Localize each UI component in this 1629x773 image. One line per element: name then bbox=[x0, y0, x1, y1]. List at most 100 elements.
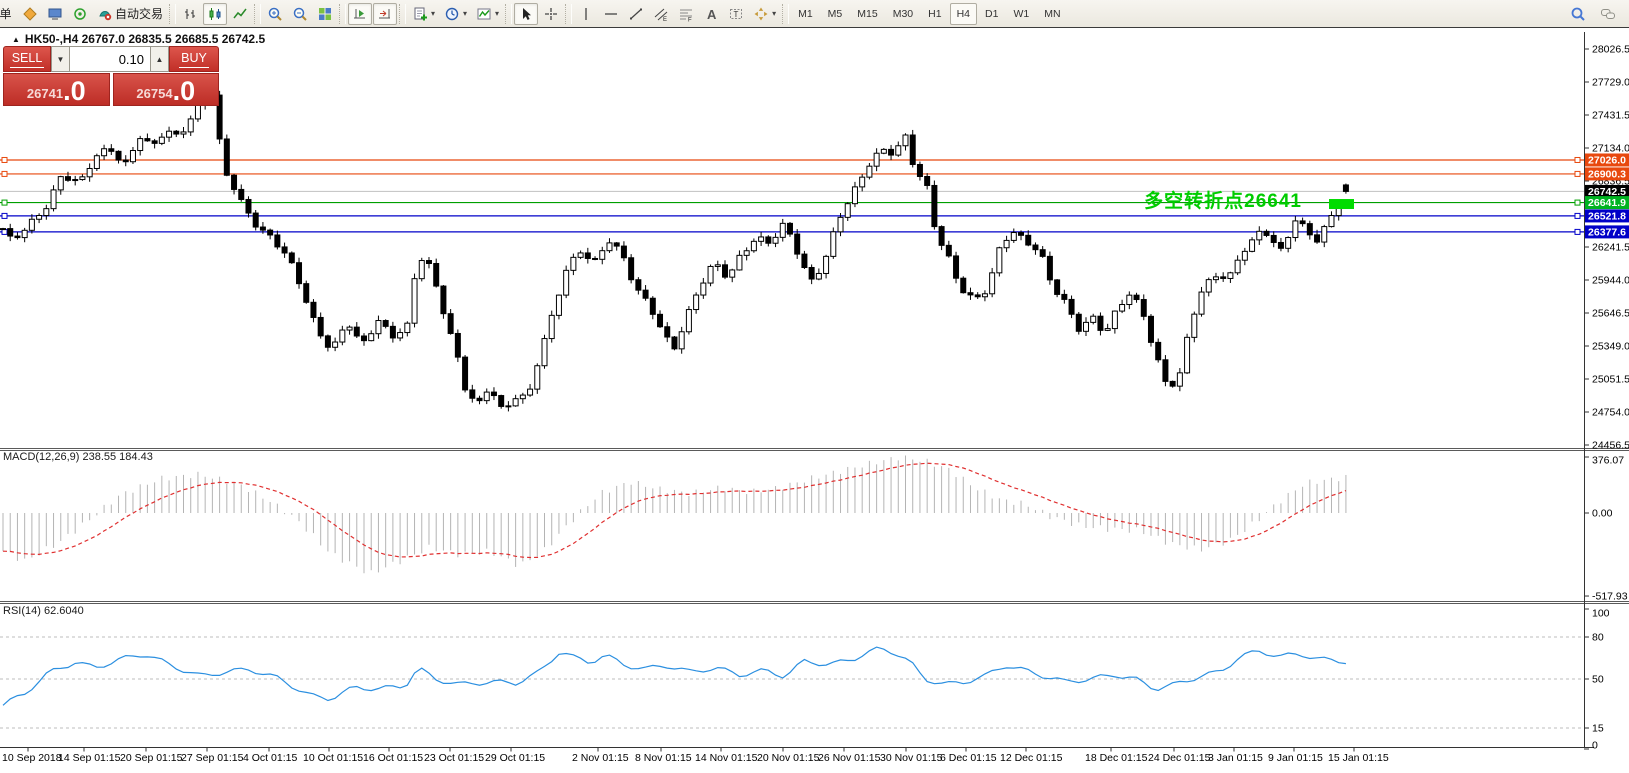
svg-text:E: E bbox=[663, 17, 667, 22]
terminal-button[interactable] bbox=[43, 3, 67, 25]
new-chart-button[interactable]: ▾ bbox=[408, 3, 439, 25]
chevron-down-icon[interactable]: ▾ bbox=[495, 9, 500, 18]
timeframe-m30-button[interactable]: M30 bbox=[892, 7, 914, 20]
search-button[interactable] bbox=[1566, 3, 1590, 25]
timeframe-m15-button[interactable]: M15 bbox=[857, 7, 878, 20]
price-level-label bbox=[1585, 196, 1629, 210]
auto-scroll-icon bbox=[354, 8, 366, 18]
vertical-line-button[interactable] bbox=[574, 3, 598, 25]
buy-button[interactable]: BUY bbox=[169, 46, 219, 72]
line-handle bbox=[1, 199, 8, 206]
svg-text:23 Oct 01:15: 23 Oct 01:15 bbox=[424, 752, 484, 764]
candle-chart-button[interactable] bbox=[203, 2, 228, 25]
line-chart-icon bbox=[233, 8, 247, 18]
chart-shift-icon bbox=[379, 8, 391, 18]
svg-text:28026.5: 28026.5 bbox=[1592, 44, 1629, 56]
line-handle bbox=[1574, 212, 1581, 219]
timeframe-m1-button[interactable]: M1 bbox=[798, 7, 813, 20]
bar-chart-button[interactable] bbox=[178, 3, 202, 25]
svg-text:4 Oct 01:15: 4 Oct 01:15 bbox=[243, 752, 297, 764]
toolbar-group: E F A T ▾ bbox=[574, 3, 780, 25]
chart-shift-button[interactable] bbox=[373, 2, 398, 25]
panel-separators[interactable] bbox=[0, 448, 1629, 604]
timeframe-mn-button[interactable]: MN bbox=[1044, 7, 1061, 20]
toolbar-separator bbox=[254, 3, 262, 24]
timeframe-d1-button[interactable]: D1 bbox=[985, 7, 999, 20]
price-level-label bbox=[1585, 225, 1629, 239]
chart-window[interactable]: 28026.527729.027431.527134.026836.526539… bbox=[0, 27, 1629, 773]
timeframe-group: M1 M5 M15 M30 H1 H4 D1 W1 MN bbox=[791, 2, 1067, 25]
candle-chart-icon bbox=[209, 7, 221, 20]
horizontal-line-objects[interactable] bbox=[0, 156, 1584, 235]
indicators-menu-button[interactable]: ▾ bbox=[472, 3, 503, 25]
auto-scroll-button[interactable] bbox=[348, 2, 373, 25]
autotrading-button[interactable]: 自动交易 bbox=[93, 3, 167, 25]
rsi-label: RSI(14) 62.6040 bbox=[3, 605, 84, 617]
toolbar-group bbox=[348, 2, 398, 25]
turning-point-annotation[interactable]: 多空转折点26641 bbox=[1144, 191, 1302, 212]
trendline-button[interactable] bbox=[624, 3, 648, 25]
price-level-label bbox=[1585, 209, 1629, 223]
svg-text:24754.0: 24754.0 bbox=[1592, 407, 1629, 419]
sell-button[interactable]: SELL bbox=[3, 46, 51, 72]
crosshair-button[interactable] bbox=[539, 3, 563, 25]
macd-label: MACD(12,26,9) 238.55 184.43 bbox=[3, 451, 153, 463]
toolbar-group: ▾ ▾ ▾ bbox=[408, 3, 503, 25]
arrows-button[interactable]: ▾ bbox=[749, 3, 780, 25]
trendline-icon bbox=[630, 8, 643, 19]
svg-text:0.00: 0.00 bbox=[1592, 508, 1613, 520]
svg-text:27134.0: 27134.0 bbox=[1592, 143, 1629, 155]
periods-menu-button[interactable]: ▾ bbox=[440, 3, 471, 25]
text-button[interactable]: A bbox=[699, 3, 723, 25]
turning-point-marker[interactable] bbox=[1329, 199, 1354, 210]
timeframe-h4-button[interactable]: H4 bbox=[949, 2, 978, 25]
signals-button[interactable] bbox=[68, 3, 92, 25]
svg-text:26742.5: 26742.5 bbox=[1588, 186, 1626, 198]
svg-text:15: 15 bbox=[1592, 723, 1604, 735]
svg-text:80: 80 bbox=[1592, 632, 1604, 644]
text-label-button[interactable]: T bbox=[724, 3, 748, 25]
chevron-down-icon[interactable]: ▾ bbox=[463, 9, 468, 18]
price-level-label bbox=[1585, 153, 1629, 167]
timeframe-h1-button[interactable]: H1 bbox=[928, 7, 942, 20]
price-scale[interactable]: 28026.527729.027431.527134.026836.526539… bbox=[1584, 44, 1629, 452]
chevron-down-icon[interactable]: ▾ bbox=[431, 9, 436, 18]
svg-text:29 Oct 01:15: 29 Oct 01:15 bbox=[485, 752, 545, 764]
svg-text:25646.5: 25646.5 bbox=[1592, 308, 1629, 320]
horizontal-line-button[interactable] bbox=[599, 3, 623, 25]
chat-button[interactable] bbox=[1596, 3, 1620, 25]
zoom-out-button[interactable] bbox=[288, 3, 312, 25]
timeframe-m5-button[interactable]: M5 bbox=[827, 7, 843, 20]
price-level-label bbox=[1585, 167, 1629, 181]
line-chart-button[interactable] bbox=[228, 3, 252, 25]
toolbar-separator bbox=[339, 3, 347, 24]
zoom-in-button[interactable] bbox=[263, 3, 287, 25]
volume-increase-button[interactable]: ▲ bbox=[150, 46, 169, 72]
svg-text:25051.5: 25051.5 bbox=[1592, 374, 1629, 386]
ask-price[interactable]: 26754.0 bbox=[112, 73, 219, 106]
svg-text:2 Nov 01:15: 2 Nov 01:15 bbox=[572, 752, 629, 764]
chevron-down-icon[interactable]: ▾ bbox=[772, 9, 777, 18]
tile-windows-button[interactable] bbox=[313, 3, 337, 25]
new-order-label: 单 bbox=[0, 7, 12, 21]
bid-price[interactable]: 26741.0 bbox=[3, 73, 110, 106]
price-chart[interactable]: 28026.527729.027431.527134.026836.526539… bbox=[0, 28, 1629, 773]
cursor-button[interactable] bbox=[514, 2, 539, 25]
metaeditor-button[interactable] bbox=[18, 3, 42, 25]
svg-text:26641.9: 26641.9 bbox=[1588, 197, 1626, 209]
svg-text:3 Jan 01:15: 3 Jan 01:15 bbox=[1208, 752, 1263, 764]
equidistant-channel-button[interactable]: E bbox=[649, 3, 673, 25]
new-order-button[interactable]: 单 bbox=[0, 3, 17, 25]
collapse-triangle-icon[interactable]: ▲ bbox=[12, 34, 20, 44]
svg-text:30 Nov 01:15: 30 Nov 01:15 bbox=[880, 752, 943, 764]
text-label-icon: T bbox=[730, 8, 743, 19]
svg-text:24456.5: 24456.5 bbox=[1592, 440, 1629, 452]
cursor-icon bbox=[523, 7, 532, 20]
toolbar-group bbox=[263, 3, 337, 25]
volume-decrease-button[interactable]: ▼ bbox=[51, 46, 70, 72]
volume-input[interactable] bbox=[70, 46, 150, 72]
timeframe-w1-button[interactable]: W1 bbox=[1013, 7, 1030, 20]
fibonacci-button[interactable]: F bbox=[674, 3, 698, 25]
